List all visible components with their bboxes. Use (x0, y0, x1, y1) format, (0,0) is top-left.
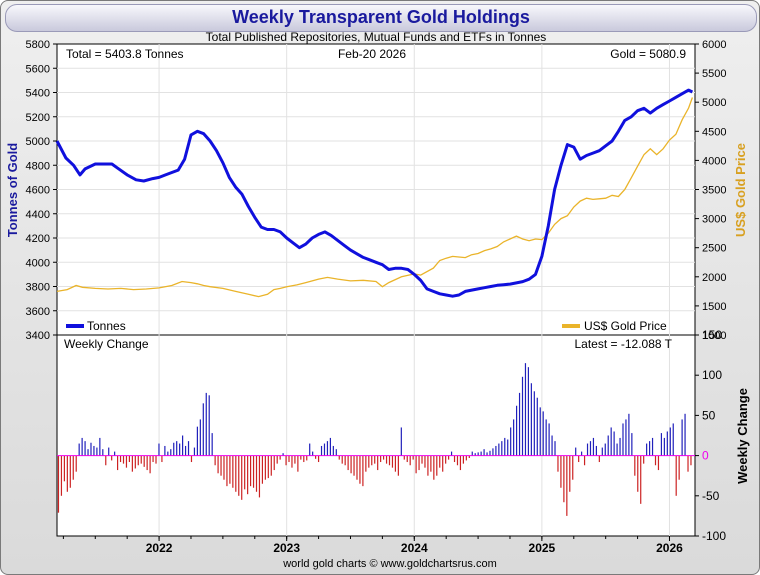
change-tick-label: 0 (702, 449, 709, 463)
change-tick-label: -100 (702, 529, 726, 543)
right-tick-label: 6000 (702, 39, 726, 51)
left-tick-label: 5000 (26, 136, 50, 148)
right-tick-label: 2000 (702, 272, 726, 284)
left-tick-label: 5800 (26, 39, 50, 51)
x-tick-label: 2026 (656, 541, 683, 555)
date-label: Feb-20 2026 (338, 47, 406, 61)
right-tick-label: 1500 (702, 301, 726, 313)
footer-credit: world gold charts © www.goldchartsrus.co… (282, 558, 497, 570)
change-axis-title: Weekly Change (735, 388, 750, 484)
chart-title: Weekly Transparent Gold Holdings (232, 7, 530, 27)
plot-area (56, 43, 696, 537)
change-tick-label: 50 (702, 408, 716, 422)
left-tick-label: 5600 (26, 63, 50, 75)
left-axis-title: Tonnes of Gold (5, 143, 20, 237)
x-tick-label: 2022 (146, 541, 173, 555)
right-tick-label: 3000 (702, 214, 726, 226)
left-tick-label: 3400 (26, 330, 50, 342)
price-series-line (56, 97, 694, 298)
left-tick-label: 5200 (26, 112, 50, 124)
right-tick-label: 4000 (702, 155, 726, 167)
total-label: Total = 5403.8 Tonnes (66, 47, 184, 61)
weekly-change-bars (57, 363, 692, 516)
change-tick-label: 100 (702, 368, 722, 382)
left-tick-label: 3600 (26, 306, 50, 318)
change-tick-label: 150 (702, 328, 722, 342)
legend-tonnes-label: Tonnes (87, 319, 126, 333)
legend-price-label: US$ Gold Price (584, 319, 667, 333)
right-tick-label: 2500 (702, 243, 726, 255)
x-tick-label: 2023 (273, 541, 300, 555)
left-tick-label: 4600 (26, 185, 50, 197)
left-tick-label: 5400 (26, 88, 50, 100)
tonnes-series-line (55, 88, 694, 298)
title-bar: Weekly Transparent Gold Holdings (5, 4, 757, 32)
change-panel-title: Weekly Change (64, 337, 149, 351)
right-tick-label: 3500 (702, 185, 726, 197)
latest-change-label: Latest = -12.088 T (574, 337, 672, 351)
right-tick-label: 4500 (702, 126, 726, 138)
left-tick-label: 3800 (26, 282, 50, 294)
left-tick-label: 4400 (26, 209, 50, 221)
chart-subtitle: Total Published Repositories, Mutual Fun… (206, 30, 547, 44)
right-tick-label: 5000 (702, 97, 726, 109)
left-tick-label: 4800 (26, 160, 50, 172)
gold-price-label: Gold = 5080.9 (610, 47, 686, 61)
left-tick-label: 4200 (26, 233, 50, 245)
right-tick-label: 5500 (702, 68, 726, 80)
right-axis-title: US$ Gold Price (733, 143, 748, 237)
change-tick-label: -50 (702, 489, 720, 503)
axes: 2022 2023 2024 2025 2026 3400 3600 3800 4000 4200… (26, 39, 727, 555)
right-tick-label: 1000 (702, 330, 726, 342)
x-tick-label: 2024 (401, 541, 428, 555)
left-tick-label: 4000 (26, 257, 50, 269)
x-tick-label: 2025 (529, 541, 556, 555)
